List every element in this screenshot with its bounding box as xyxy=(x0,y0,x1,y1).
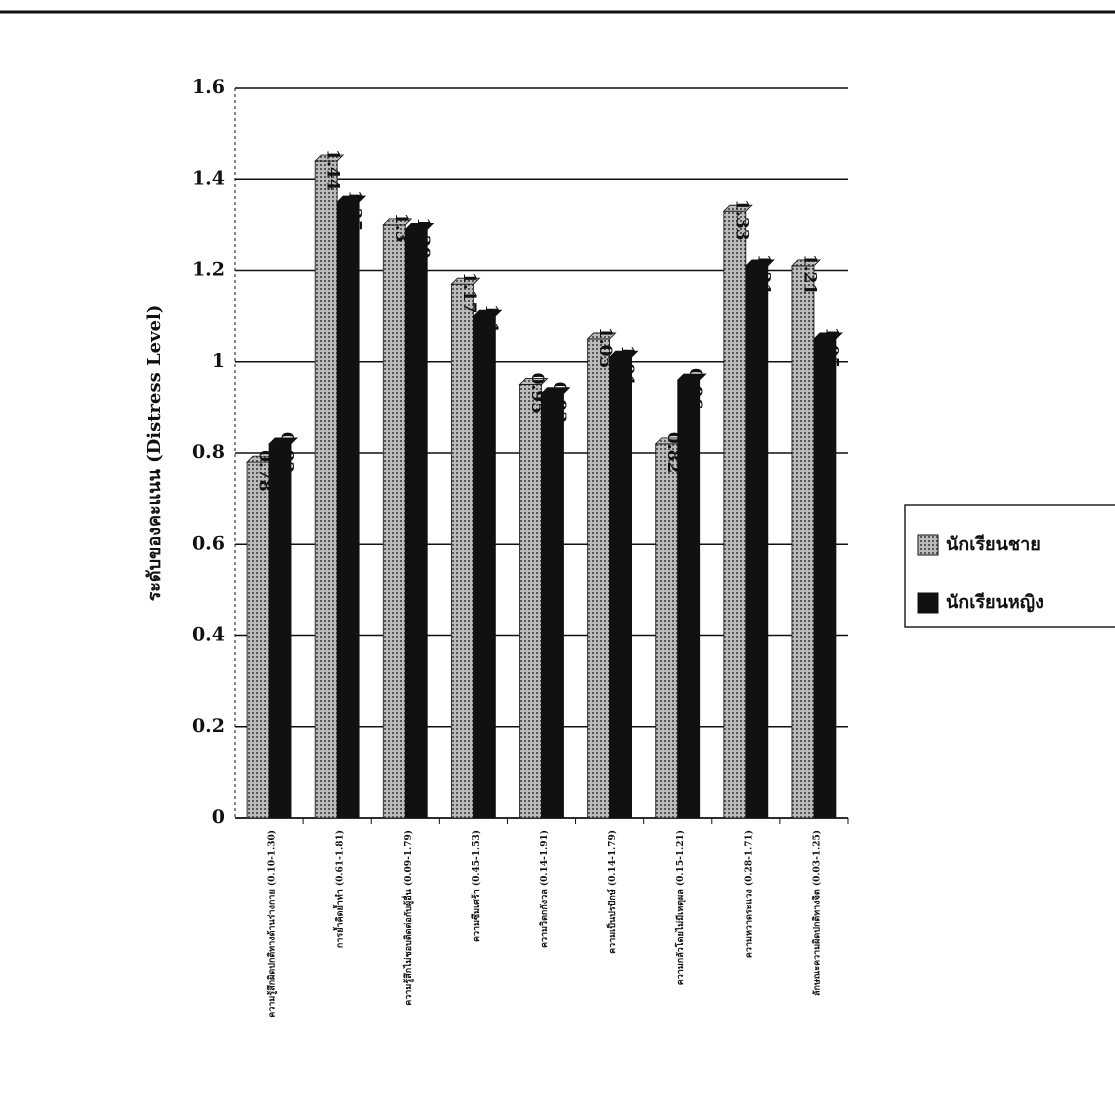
value-label: 1.21 xyxy=(799,254,819,295)
bar xyxy=(404,229,428,819)
legend-swatch xyxy=(917,534,939,556)
x-tick-label: ความรู้สึกไม่ชอบติดต่อกับผู้อื่น (0.09-1… xyxy=(401,830,414,1006)
y-tick-label: 0.8 xyxy=(192,441,225,463)
legend-swatch xyxy=(917,592,939,614)
bar xyxy=(677,379,701,819)
bar-cap xyxy=(586,332,617,340)
x-tick-label: ความรู้สึกผิดปกติทางด้านร่างกาย (0.10-1.… xyxy=(267,830,278,1018)
bar xyxy=(519,384,542,819)
bar xyxy=(541,393,564,819)
value-label: 1.17 xyxy=(459,272,479,313)
bar-cap xyxy=(812,332,843,340)
y-tick-label: 1.4 xyxy=(192,167,225,189)
bar xyxy=(314,160,338,819)
bar xyxy=(246,461,270,819)
value-label: 1.1 xyxy=(481,304,501,334)
x-tick-label: การย้ำคิดย้ำทำ (0.61-1.81) xyxy=(333,830,346,948)
bar-cap xyxy=(314,154,345,162)
bar-cap xyxy=(608,350,639,358)
bar xyxy=(450,283,474,819)
bar xyxy=(813,338,837,819)
bar xyxy=(791,265,815,819)
bar-cap xyxy=(790,259,821,267)
value-label: 0.96 xyxy=(685,368,705,409)
x-tick-label: ความเป็นปรปักษ์ (0.14-1.79) xyxy=(605,830,618,954)
value-label: 1.21 xyxy=(753,254,773,295)
x-tick-label: ความกลัวโดยไม่มีเหตุผล (0.15-1.21) xyxy=(674,830,686,985)
x-tick-label: ความหวาดระแวง (0.28-1.71) xyxy=(743,830,754,958)
bar-cap xyxy=(744,259,775,267)
legend-box xyxy=(904,504,1115,628)
y-tick-label: 0.6 xyxy=(192,532,225,554)
bar-cap xyxy=(450,277,481,285)
bar-cap xyxy=(722,204,753,212)
bar-cap xyxy=(382,218,413,226)
value-label: 1.44 xyxy=(323,149,343,191)
legend-label: นักเรียนหญิง xyxy=(946,592,1044,613)
bar-cap xyxy=(540,387,571,395)
value-label: 1.29 xyxy=(413,217,433,258)
bar xyxy=(336,201,360,819)
y-tick-label: 1.6 xyxy=(192,76,225,98)
bar-cap xyxy=(336,195,367,203)
y-tick-label: 1.2 xyxy=(192,259,225,281)
bar xyxy=(587,338,611,819)
bar xyxy=(609,356,633,819)
y-tick-label: 1 xyxy=(212,350,225,372)
value-label: 0.93 xyxy=(549,382,569,423)
x-tick-label: ความวิตกกังวล (0.14-1.91) xyxy=(539,830,550,948)
value-label: 1.35 xyxy=(345,190,365,231)
y-tick-label: 0.4 xyxy=(192,624,225,646)
legend-label: นักเรียนชาย xyxy=(946,534,1041,555)
bar-cap xyxy=(404,223,435,230)
bar-cap xyxy=(676,373,707,381)
x-tick-label: ความซึมเศร้า (0.45-1.53) xyxy=(471,830,482,942)
value-label: 0.82 xyxy=(277,432,297,473)
y-tick-label: 0.2 xyxy=(192,715,225,737)
bar xyxy=(472,315,496,819)
bar xyxy=(723,210,747,819)
bar xyxy=(655,443,679,819)
bar xyxy=(268,443,292,819)
x-tick-label: ลักษณะความผิดปกติทางจิต (0.03-1.25) xyxy=(811,830,822,996)
y-axis-label: ระดับของคะแนน (Distress Level) xyxy=(144,305,165,602)
value-label: 1.05 xyxy=(821,327,841,368)
y-tick-label: 0 xyxy=(212,806,225,828)
bar xyxy=(745,265,769,819)
value-label: 1.01 xyxy=(617,345,637,386)
bar-cap xyxy=(472,309,503,317)
bar xyxy=(382,224,406,819)
bar-cap xyxy=(268,437,299,445)
value-label: 1.33 xyxy=(731,199,751,240)
bar-cap xyxy=(518,378,549,385)
